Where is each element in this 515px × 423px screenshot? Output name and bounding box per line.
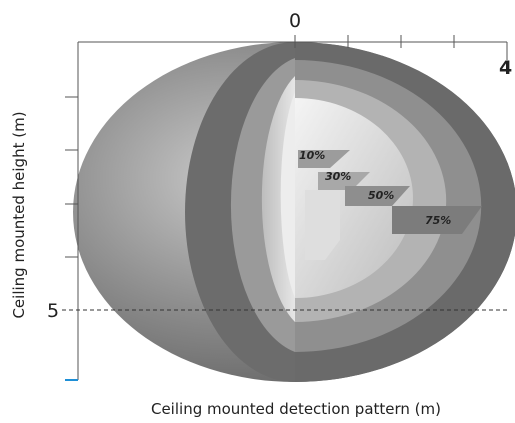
step-cut-1 [298,150,350,168]
step-cut-3 [345,186,410,206]
x-tick-label-4: 4 [499,57,512,79]
shell-left-core [280,92,295,298]
zone-label-50: 50% [368,189,394,202]
step-cut-2 [318,172,370,190]
x-tick-label-0: 0 [289,10,301,32]
step-riser [305,190,340,260]
zone-label-75: 75% [425,214,451,227]
x-axis-title: Ceiling mounted detection pattern (m) [151,400,441,418]
y-tick-label-5: 5 [47,300,59,322]
zone-label-30: 30% [325,170,351,183]
step-cut-4 [392,206,482,234]
y-axis-title: Ceiling mounted height (m) [10,111,28,318]
zone-label-10: 10% [299,149,325,162]
